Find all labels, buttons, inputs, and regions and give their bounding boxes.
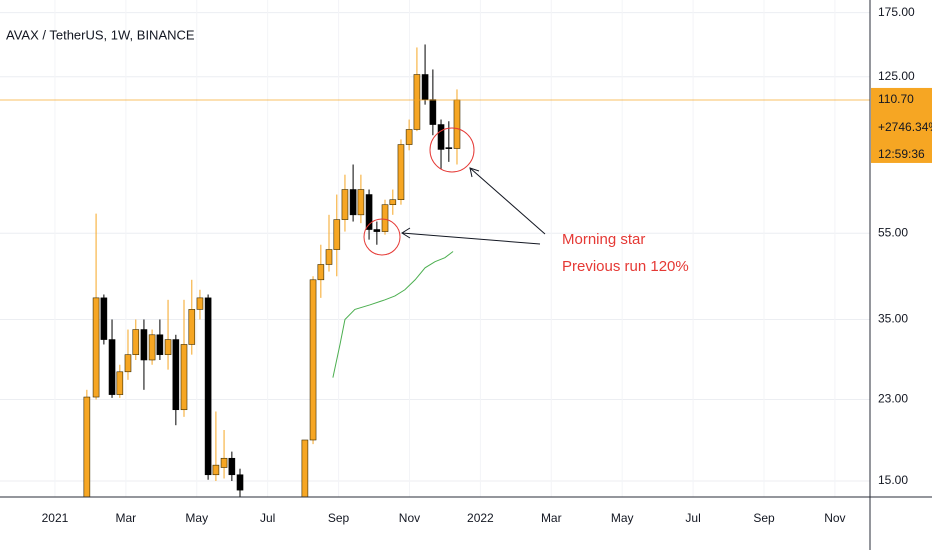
candle-body xyxy=(92,297,100,398)
x-tick-label: Jul xyxy=(260,511,275,525)
candle-body xyxy=(445,147,453,149)
arrows xyxy=(401,167,546,245)
candle-body xyxy=(333,219,341,250)
x-tick-label: Nov xyxy=(399,511,420,525)
candle-body xyxy=(212,464,220,476)
highlight-circle xyxy=(363,218,401,256)
candle-body xyxy=(437,124,445,150)
candle-body xyxy=(301,439,309,497)
candle-body xyxy=(389,199,397,206)
candle-body xyxy=(405,129,413,145)
y-tick-label: 35.00 xyxy=(878,312,908,326)
grid xyxy=(0,0,870,497)
annotation: Previous run 120% xyxy=(562,258,689,275)
candle-body xyxy=(421,74,429,100)
x-tick-label: May xyxy=(185,511,208,525)
x-tick-label: Mar xyxy=(116,511,137,525)
candle-body xyxy=(132,329,140,355)
candle-body xyxy=(341,189,349,220)
moving-average-line xyxy=(332,251,454,378)
x-tick-label: Mar xyxy=(541,511,562,525)
x-tick-label: Jul xyxy=(685,511,700,525)
y-tick-label: 23.00 xyxy=(878,392,908,406)
candle-body xyxy=(108,339,116,395)
candle-body xyxy=(188,309,196,345)
candle-body xyxy=(453,99,461,149)
candle-body xyxy=(116,371,124,395)
x-tick-label: 2022 xyxy=(467,511,494,525)
candle-body xyxy=(83,396,91,497)
candle-body xyxy=(309,279,317,441)
candle-body xyxy=(349,189,357,216)
candle-body xyxy=(156,334,164,355)
candle-body xyxy=(172,339,180,411)
annotation: Morning star xyxy=(562,231,645,248)
candle-body xyxy=(180,344,188,411)
candle-body xyxy=(148,334,156,361)
last-price-label: 110.70 xyxy=(878,92,914,106)
y-tick-label: 125.00 xyxy=(878,69,915,83)
candle-body xyxy=(236,474,244,491)
x-tick-label: May xyxy=(611,511,634,525)
candle-body xyxy=(100,297,108,340)
candle-body xyxy=(317,264,325,281)
candle-body xyxy=(373,229,381,232)
x-tick-label: Sep xyxy=(753,511,775,525)
candle-body xyxy=(204,297,212,476)
candle-body xyxy=(228,457,236,476)
candle-body xyxy=(429,99,437,125)
plot-area xyxy=(0,44,870,497)
x-tick-label: Nov xyxy=(824,511,845,525)
price-axis: 175.00 125.00 55.00 35.00 23.00 15.00 110.70 +2… xyxy=(871,5,932,487)
y-tick-label: 175.00 xyxy=(878,5,915,19)
last-price-box xyxy=(871,87,932,163)
candle-body xyxy=(413,74,421,130)
chart-title: AVAX / TetherUS, 1W, BINANCE xyxy=(6,27,195,42)
candle-body xyxy=(397,144,405,201)
highlight-circle xyxy=(429,127,475,173)
countdown-label: 12:59:36 xyxy=(878,147,925,161)
candle-body xyxy=(124,354,132,373)
candle-body xyxy=(381,204,389,232)
candle-body xyxy=(220,457,228,468)
y-tick-label: 15.00 xyxy=(878,473,908,487)
change-label: +2746.34% xyxy=(878,120,932,134)
candle-body xyxy=(365,194,373,230)
candle-body xyxy=(140,329,148,361)
x-tick-label: 2021 xyxy=(42,511,69,525)
candle-body xyxy=(357,189,365,216)
x-tick-label: Sep xyxy=(328,511,350,525)
candle-body xyxy=(164,339,172,355)
candle-body xyxy=(325,249,333,265)
y-tick-label: 55.00 xyxy=(878,225,908,239)
candle-body xyxy=(196,297,204,310)
